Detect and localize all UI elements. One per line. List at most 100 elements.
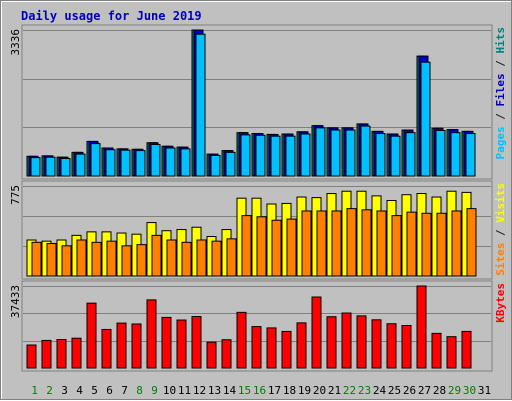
bar-kbytes-day-6	[101, 328, 112, 369]
bar-pages-day-1	[30, 157, 41, 177]
bar-sites-day-28	[436, 212, 447, 277]
bar-pages-day-6	[105, 149, 116, 177]
bar-pages-day-24	[375, 133, 386, 177]
bar-kbytes-day-11	[176, 319, 187, 369]
x-tick-label: 23	[358, 384, 371, 397]
x-tick-label: 15	[238, 384, 251, 397]
x-tick-label: 24	[373, 384, 387, 397]
x-tick-label: 29	[448, 384, 461, 397]
bar-sites-day-1	[31, 241, 42, 277]
bar-sites-day-8	[136, 244, 147, 277]
legend-part: Sites	[494, 243, 507, 276]
chart-title: Daily usage for June 2019	[21, 9, 202, 23]
x-tick-label: 10	[163, 384, 176, 397]
bar-kbytes-day-23	[356, 315, 367, 369]
bar-sites-day-2	[46, 242, 57, 277]
bar-kbytes-day-15	[236, 311, 247, 369]
bar-kbytes-day-29	[446, 336, 457, 369]
bar-kbytes-day-2	[41, 339, 52, 369]
x-tick-label: 26	[403, 384, 416, 397]
legend-hits: Pages / Files / Hits	[494, 27, 507, 160]
bar-sites-day-7	[121, 245, 132, 277]
bar-kbytes-day-3	[56, 339, 67, 369]
legend-part: /	[494, 107, 507, 127]
bar-pages-day-8	[135, 150, 146, 177]
bar-sites-day-23	[361, 209, 372, 277]
bar-kbytes-day-20	[311, 296, 322, 369]
x-tick-label: 13	[208, 384, 221, 397]
x-tick-label: 6	[106, 384, 113, 397]
bar-sites-day-25	[391, 215, 402, 277]
bar-sites-day-20	[316, 210, 327, 277]
bar-kbytes-day-13	[206, 341, 217, 369]
bar-kbytes-day-16	[251, 326, 262, 369]
legend-part: /	[494, 54, 507, 74]
x-tick-label: 8	[136, 384, 143, 397]
bar-pages-day-22	[345, 129, 356, 177]
bar-sites-day-9	[151, 234, 162, 277]
legend-part: Hits	[494, 27, 507, 54]
bar-pages-day-29	[450, 132, 461, 177]
bar-pages-day-27	[420, 61, 431, 177]
legend-part: /	[494, 223, 507, 243]
bar-pages-day-30	[465, 133, 476, 177]
bar-sites-day-19	[301, 210, 312, 277]
bar-kbytes-day-1	[26, 344, 37, 369]
x-tick-label: 7	[121, 384, 128, 397]
bar-sites-day-21	[331, 210, 342, 277]
bar-pages-day-18	[285, 135, 296, 177]
y-max-label-hits: 3336	[9, 29, 22, 56]
bar-sites-day-11	[181, 241, 192, 277]
x-tick-label: 11	[178, 384, 191, 397]
bar-sites-day-5	[91, 241, 102, 277]
bar-sites-day-18	[286, 218, 297, 277]
bar-kbytes-day-10	[161, 316, 172, 369]
x-tick-label: 16	[253, 384, 266, 397]
bar-kbytes-day-19	[296, 322, 307, 369]
bar-sites-day-15	[241, 215, 252, 277]
x-tick-label: 2	[46, 384, 53, 397]
bar-pages-day-3	[60, 157, 71, 177]
bar-sites-day-6	[106, 240, 117, 277]
x-tick-label: 30	[463, 384, 476, 397]
bar-pages-day-23	[360, 125, 371, 177]
legend-part: Files	[494, 73, 507, 106]
bar-kbytes-day-4	[71, 337, 82, 369]
bar-pages-day-19	[300, 133, 311, 177]
bar-sites-day-24	[376, 210, 387, 277]
bar-pages-day-2	[45, 156, 56, 177]
bar-sites-day-13	[211, 240, 222, 277]
bar-pages-day-13	[210, 154, 221, 177]
x-tick-label: 5	[91, 384, 98, 397]
x-tick-label: 27	[418, 384, 431, 397]
bar-kbytes-day-26	[401, 325, 412, 369]
bar-sites-day-10	[166, 239, 177, 277]
bar-sites-day-17	[271, 219, 282, 277]
bar-kbytes-day-5	[86, 302, 97, 369]
bar-kbytes-day-12	[191, 316, 202, 369]
bar-pages-day-5	[90, 143, 101, 177]
bar-pages-day-12	[195, 33, 206, 177]
legend-kbytes: KBytes	[494, 283, 507, 323]
x-tick-label: 31	[478, 384, 491, 397]
bar-kbytes-day-21	[326, 316, 337, 369]
bar-kbytes-day-17	[266, 327, 277, 369]
bar-kbytes-day-25	[386, 323, 397, 369]
bar-pages-day-26	[405, 132, 416, 177]
bar-pages-day-20	[315, 127, 326, 177]
x-tick-label: 20	[313, 384, 326, 397]
x-tick-label: 17	[268, 384, 281, 397]
y-max-label-visits: 775	[9, 185, 22, 205]
bar-sites-day-30	[466, 208, 477, 277]
legend-visits: Sites / Visits	[494, 183, 507, 276]
x-tick-label: 25	[388, 384, 401, 397]
bar-sites-day-12	[196, 239, 207, 277]
bar-sites-day-14	[226, 238, 237, 277]
bar-sites-day-27	[421, 212, 432, 277]
x-tick-label: 3	[61, 384, 68, 397]
x-tick-label: 12	[193, 384, 206, 397]
bar-kbytes-day-22	[341, 312, 352, 369]
bar-pages-day-17	[270, 135, 281, 177]
